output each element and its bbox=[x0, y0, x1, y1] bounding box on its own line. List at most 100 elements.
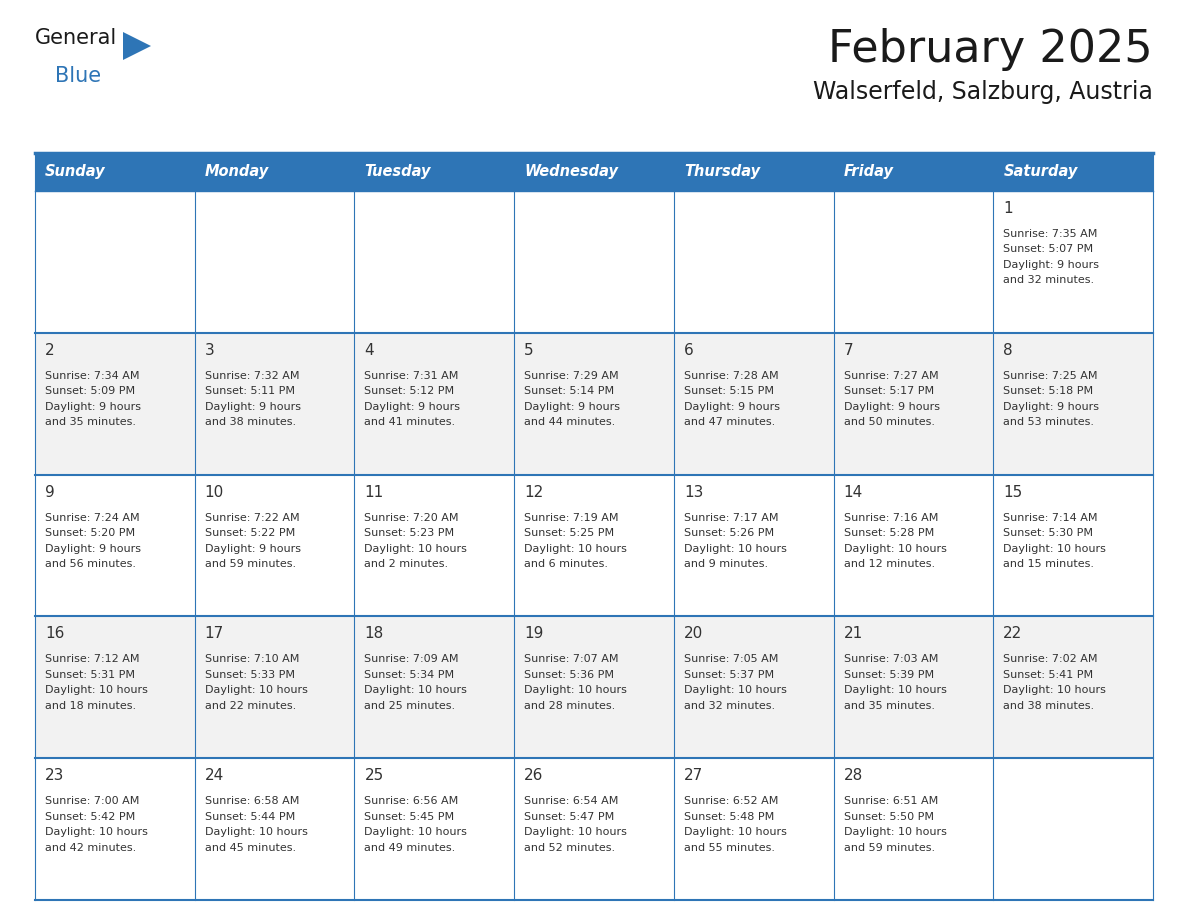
Text: Daylight: 10 hours: Daylight: 10 hours bbox=[45, 686, 147, 696]
Text: 12: 12 bbox=[524, 485, 543, 499]
Text: Sunrise: 7:24 AM: Sunrise: 7:24 AM bbox=[45, 512, 140, 522]
Text: and 38 minutes.: and 38 minutes. bbox=[204, 418, 296, 427]
Text: Daylight: 10 hours: Daylight: 10 hours bbox=[524, 686, 627, 696]
Text: 23: 23 bbox=[45, 768, 64, 783]
Text: Sunrise: 7:32 AM: Sunrise: 7:32 AM bbox=[204, 371, 299, 381]
Text: Friday: Friday bbox=[843, 164, 893, 180]
Text: 18: 18 bbox=[365, 626, 384, 642]
Text: Daylight: 9 hours: Daylight: 9 hours bbox=[45, 543, 141, 554]
Text: Tuesday: Tuesday bbox=[365, 164, 431, 180]
Text: Sunday: Sunday bbox=[45, 164, 106, 180]
Text: Daylight: 9 hours: Daylight: 9 hours bbox=[365, 402, 461, 412]
Text: and 2 minutes.: and 2 minutes. bbox=[365, 559, 449, 569]
Text: Daylight: 10 hours: Daylight: 10 hours bbox=[524, 543, 627, 554]
Text: Daylight: 10 hours: Daylight: 10 hours bbox=[204, 827, 308, 837]
Text: and 53 minutes.: and 53 minutes. bbox=[1004, 418, 1094, 427]
Text: Sunset: 5:11 PM: Sunset: 5:11 PM bbox=[204, 386, 295, 397]
Text: Sunrise: 6:56 AM: Sunrise: 6:56 AM bbox=[365, 796, 459, 806]
Text: Sunset: 5:28 PM: Sunset: 5:28 PM bbox=[843, 528, 934, 538]
Text: Sunset: 5:44 PM: Sunset: 5:44 PM bbox=[204, 812, 295, 822]
Text: Daylight: 9 hours: Daylight: 9 hours bbox=[524, 402, 620, 412]
Text: Sunrise: 7:09 AM: Sunrise: 7:09 AM bbox=[365, 655, 459, 665]
Text: Sunset: 5:34 PM: Sunset: 5:34 PM bbox=[365, 670, 455, 680]
Text: 13: 13 bbox=[684, 485, 703, 499]
Text: Daylight: 9 hours: Daylight: 9 hours bbox=[45, 402, 141, 412]
Text: 19: 19 bbox=[524, 626, 544, 642]
Text: 4: 4 bbox=[365, 342, 374, 358]
Text: Sunrise: 7:20 AM: Sunrise: 7:20 AM bbox=[365, 512, 459, 522]
Text: and 38 minutes.: and 38 minutes. bbox=[1004, 701, 1094, 711]
Text: Wednesday: Wednesday bbox=[524, 164, 618, 180]
Text: Daylight: 10 hours: Daylight: 10 hours bbox=[1004, 686, 1106, 696]
Text: Sunset: 5:23 PM: Sunset: 5:23 PM bbox=[365, 528, 455, 538]
Text: 21: 21 bbox=[843, 626, 862, 642]
Text: 14: 14 bbox=[843, 485, 862, 499]
Text: Daylight: 10 hours: Daylight: 10 hours bbox=[684, 686, 786, 696]
Text: Sunset: 5:17 PM: Sunset: 5:17 PM bbox=[843, 386, 934, 397]
Text: 1: 1 bbox=[1004, 201, 1013, 216]
Text: and 28 minutes.: and 28 minutes. bbox=[524, 701, 615, 711]
Text: 8: 8 bbox=[1004, 342, 1013, 358]
Text: Sunrise: 6:54 AM: Sunrise: 6:54 AM bbox=[524, 796, 619, 806]
Text: Daylight: 10 hours: Daylight: 10 hours bbox=[204, 686, 308, 696]
Text: Sunrise: 7:10 AM: Sunrise: 7:10 AM bbox=[204, 655, 299, 665]
Text: 3: 3 bbox=[204, 342, 215, 358]
Text: February 2025: February 2025 bbox=[828, 28, 1154, 71]
Text: Daylight: 10 hours: Daylight: 10 hours bbox=[843, 543, 947, 554]
Text: Sunset: 5:26 PM: Sunset: 5:26 PM bbox=[684, 528, 775, 538]
Text: 11: 11 bbox=[365, 485, 384, 499]
Text: and 15 minutes.: and 15 minutes. bbox=[1004, 559, 1094, 569]
Text: Sunset: 5:47 PM: Sunset: 5:47 PM bbox=[524, 812, 614, 822]
Text: Sunrise: 6:58 AM: Sunrise: 6:58 AM bbox=[204, 796, 299, 806]
Text: and 32 minutes.: and 32 minutes. bbox=[684, 701, 775, 711]
Text: Sunrise: 7:12 AM: Sunrise: 7:12 AM bbox=[45, 655, 139, 665]
Text: Sunrise: 7:07 AM: Sunrise: 7:07 AM bbox=[524, 655, 619, 665]
Text: and 35 minutes.: and 35 minutes. bbox=[45, 418, 135, 427]
Text: Sunset: 5:41 PM: Sunset: 5:41 PM bbox=[1004, 670, 1093, 680]
Text: Saturday: Saturday bbox=[1004, 164, 1078, 180]
Text: and 49 minutes.: and 49 minutes. bbox=[365, 843, 456, 853]
Text: Daylight: 9 hours: Daylight: 9 hours bbox=[843, 402, 940, 412]
Text: 27: 27 bbox=[684, 768, 703, 783]
Text: Sunrise: 7:34 AM: Sunrise: 7:34 AM bbox=[45, 371, 139, 381]
Text: Sunrise: 7:29 AM: Sunrise: 7:29 AM bbox=[524, 371, 619, 381]
Text: Sunset: 5:50 PM: Sunset: 5:50 PM bbox=[843, 812, 934, 822]
Text: Daylight: 10 hours: Daylight: 10 hours bbox=[524, 827, 627, 837]
Text: 6: 6 bbox=[684, 342, 694, 358]
Bar bbox=[34, 475, 1154, 616]
Text: Sunset: 5:37 PM: Sunset: 5:37 PM bbox=[684, 670, 775, 680]
Text: Sunset: 5:48 PM: Sunset: 5:48 PM bbox=[684, 812, 775, 822]
Text: Sunrise: 7:02 AM: Sunrise: 7:02 AM bbox=[1004, 655, 1098, 665]
Text: Sunset: 5:36 PM: Sunset: 5:36 PM bbox=[524, 670, 614, 680]
Text: Sunset: 5:20 PM: Sunset: 5:20 PM bbox=[45, 528, 135, 538]
Text: 10: 10 bbox=[204, 485, 225, 499]
Text: Sunrise: 7:00 AM: Sunrise: 7:00 AM bbox=[45, 796, 139, 806]
Text: and 52 minutes.: and 52 minutes. bbox=[524, 843, 615, 853]
Text: and 22 minutes.: and 22 minutes. bbox=[204, 701, 296, 711]
Text: 2: 2 bbox=[45, 342, 55, 358]
Text: 22: 22 bbox=[1004, 626, 1023, 642]
Text: Monday: Monday bbox=[204, 164, 268, 180]
Text: Daylight: 10 hours: Daylight: 10 hours bbox=[365, 686, 467, 696]
Text: Walserfeld, Salzburg, Austria: Walserfeld, Salzburg, Austria bbox=[813, 80, 1154, 104]
Text: Daylight: 10 hours: Daylight: 10 hours bbox=[45, 827, 147, 837]
Text: Sunset: 5:12 PM: Sunset: 5:12 PM bbox=[365, 386, 455, 397]
Text: Blue: Blue bbox=[55, 66, 101, 86]
Text: Sunset: 5:42 PM: Sunset: 5:42 PM bbox=[45, 812, 135, 822]
Text: Daylight: 10 hours: Daylight: 10 hours bbox=[684, 827, 786, 837]
Text: Sunrise: 7:31 AM: Sunrise: 7:31 AM bbox=[365, 371, 459, 381]
Text: Sunrise: 6:52 AM: Sunrise: 6:52 AM bbox=[684, 796, 778, 806]
Text: and 59 minutes.: and 59 minutes. bbox=[843, 843, 935, 853]
Text: 16: 16 bbox=[45, 626, 64, 642]
Bar bbox=[34, 191, 1154, 333]
Text: Sunset: 5:45 PM: Sunset: 5:45 PM bbox=[365, 812, 455, 822]
Text: Daylight: 9 hours: Daylight: 9 hours bbox=[684, 402, 779, 412]
Text: Sunset: 5:22 PM: Sunset: 5:22 PM bbox=[204, 528, 295, 538]
Text: Sunrise: 7:19 AM: Sunrise: 7:19 AM bbox=[524, 512, 619, 522]
Text: 26: 26 bbox=[524, 768, 544, 783]
Text: Sunrise: 7:35 AM: Sunrise: 7:35 AM bbox=[1004, 229, 1098, 239]
Text: 5: 5 bbox=[524, 342, 533, 358]
Text: Sunrise: 7:22 AM: Sunrise: 7:22 AM bbox=[204, 512, 299, 522]
Text: and 32 minutes.: and 32 minutes. bbox=[1004, 275, 1094, 285]
Text: Daylight: 9 hours: Daylight: 9 hours bbox=[204, 402, 301, 412]
